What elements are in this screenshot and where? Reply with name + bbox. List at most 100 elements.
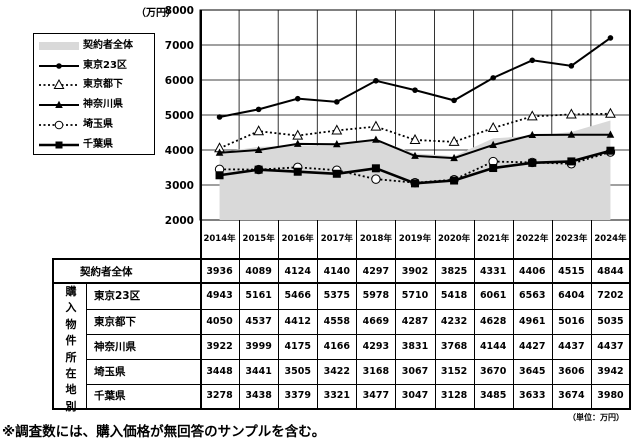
data-label: 6061	[479, 289, 507, 301]
data-label: 4089	[245, 266, 272, 277]
data-label: 4406	[519, 266, 546, 277]
data-point	[215, 148, 224, 156]
table-row-line	[86, 309, 630, 310]
table-col-line	[434, 220, 436, 408]
data-point	[567, 130, 576, 138]
data-label: 3980	[597, 390, 624, 401]
table-col-line	[512, 220, 514, 408]
data-label: 3477	[362, 390, 390, 401]
series-5	[215, 146, 615, 188]
data-point	[489, 164, 498, 173]
legend-item: 埼玉県	[34, 115, 154, 135]
data-point	[567, 157, 576, 166]
data-point	[606, 130, 615, 138]
row-group-char: 所	[65, 350, 77, 364]
legend-swatch	[39, 42, 79, 50]
data-label: 3768	[440, 340, 468, 352]
data-point	[528, 158, 537, 167]
series-1	[216, 35, 614, 120]
data-point	[529, 57, 536, 64]
data-point	[254, 145, 263, 154]
data-label: 6404	[558, 289, 585, 301]
data-label: 4628	[479, 315, 507, 327]
data-label: 4558	[323, 315, 351, 327]
data-label: 4293	[362, 340, 390, 352]
data-label: 5710	[401, 289, 429, 301]
data-point	[371, 164, 380, 173]
legend-item: 東京23区	[34, 56, 154, 76]
data-point	[489, 140, 497, 148]
row-label: 千葉県	[94, 390, 126, 402]
data-label: 5161	[245, 289, 272, 301]
data-point	[371, 174, 381, 184]
data-point	[606, 146, 615, 155]
data-label: 3606	[558, 365, 585, 377]
table-col-line	[551, 220, 553, 408]
row-group-label: 購入物件所在地別	[64, 284, 78, 415]
legend-swatch	[39, 141, 79, 148]
legend-swatch	[39, 120, 79, 130]
data-label: 5035	[597, 315, 624, 327]
row-group-char: 件	[65, 334, 77, 348]
data-point	[409, 133, 421, 144]
data-point	[487, 121, 499, 133]
row-group-char: 物	[65, 317, 77, 331]
chart-area: 2000 3000 4000 5000 6000 7000 8000 （万円） 契約者全体東…	[33, 5, 631, 227]
table-border	[52, 258, 54, 410]
data-point	[253, 125, 265, 136]
year-label: 2016年	[281, 234, 314, 244]
legend-swatch	[39, 100, 79, 109]
row-group-char: 別	[65, 399, 77, 413]
data-label: 5016	[558, 315, 585, 327]
row-group-char: 地	[65, 383, 77, 397]
data-label: 4669	[362, 315, 390, 327]
data-point	[373, 77, 379, 84]
table-border	[52, 282, 630, 284]
legend-swatch	[39, 79, 79, 90]
year-label: 2022年	[516, 234, 549, 244]
year-label: 2019年	[398, 234, 432, 244]
data-label: 4515	[558, 266, 585, 277]
legend-label: 東京都下	[83, 79, 123, 91]
data-label: 3168	[362, 365, 390, 377]
y-tick-label: 5000	[165, 110, 194, 122]
data-point	[607, 35, 614, 41]
year-label: 2021年	[477, 234, 510, 244]
table-col-line	[86, 282, 87, 408]
legend-swatch-area	[39, 42, 79, 50]
data-point	[411, 151, 419, 159]
data-point	[568, 63, 575, 69]
data-point	[293, 167, 302, 176]
legend-marker	[54, 120, 64, 130]
data-label: 3128	[440, 390, 468, 401]
data-label: 4961	[519, 315, 546, 327]
y-tick-label: 7000	[165, 40, 194, 52]
table-border	[52, 408, 630, 410]
data-label: 6563	[519, 289, 546, 301]
table-col-line	[317, 220, 319, 408]
data-label: 4297	[362, 266, 390, 277]
legend-label: 埼玉県	[83, 118, 113, 130]
legend-label: 千葉県	[83, 138, 113, 150]
data-label: 3922	[206, 340, 233, 352]
table-col-line	[239, 220, 241, 408]
data-label: 5418	[440, 289, 468, 301]
data-label: 3942	[597, 365, 624, 377]
data-point	[216, 114, 223, 120]
table-col-line	[473, 220, 475, 408]
data-label: 3321	[323, 390, 351, 401]
data-label: 7202	[597, 289, 624, 301]
y-tick-label: 8000	[165, 5, 194, 17]
data-label: 3485	[479, 390, 507, 401]
data-point	[372, 135, 380, 143]
data-label: 3633	[519, 390, 546, 401]
series-line	[219, 112, 611, 150]
data-point	[370, 120, 382, 131]
data-label: 3670	[479, 365, 507, 377]
table-border	[200, 10, 202, 410]
data-point	[254, 165, 263, 174]
y-axis-unit: （万円）	[136, 8, 176, 19]
legend-label: 東京23区	[83, 59, 127, 71]
data-label: 3047	[401, 390, 429, 401]
data-label: 5978	[362, 289, 390, 301]
